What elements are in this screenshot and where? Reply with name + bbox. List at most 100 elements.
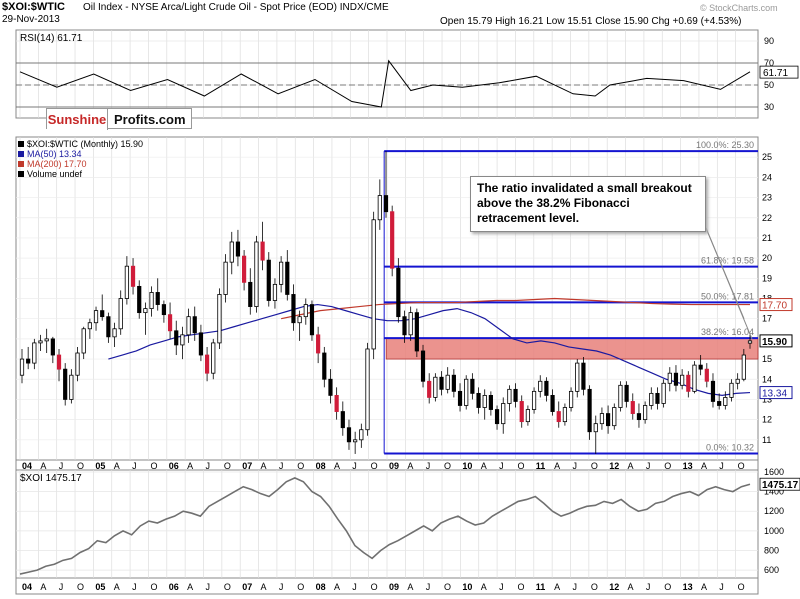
xoi-legend: $XOI 1475.17	[20, 473, 82, 484]
x-tick-label-bottom: A	[187, 582, 193, 592]
candle-body	[112, 328, 117, 338]
x-tick-label-bottom: 12	[609, 582, 619, 592]
candle-body	[316, 334, 321, 354]
candle-body	[63, 368, 68, 400]
candle-body	[130, 265, 136, 287]
rsi-legend: RSI(14) 61.71	[20, 33, 83, 44]
candle-body	[643, 405, 648, 421]
ohlc-readout: Open 15.79 High 16.21 Low 15.51 Close 15…	[440, 16, 741, 28]
candle-body	[346, 427, 352, 443]
x-tick-label-bottom: O	[297, 582, 304, 592]
x-tick-label-top: A	[407, 461, 413, 471]
price-legend-swatch	[18, 151, 24, 157]
candle-body	[272, 283, 278, 301]
rsi-last-box	[759, 65, 799, 79]
x-tick-label-bottom: A	[701, 582, 707, 592]
x-tick-label-bottom: J	[59, 582, 64, 592]
candle-body	[377, 195, 382, 221]
candle-body	[32, 342, 37, 364]
xoi-y-tick: 800	[764, 546, 779, 556]
x-tick-label-bottom: O	[77, 582, 84, 592]
candle-body	[204, 354, 210, 374]
candle-body	[44, 338, 49, 342]
ma200-line	[280, 297, 750, 320]
candle-body	[69, 374, 74, 400]
close-label: Close	[595, 16, 621, 27]
candle-body	[482, 394, 487, 408]
xoi-y-tick: 1000	[764, 526, 784, 536]
candle-body	[433, 376, 438, 398]
x-tick-label-top: A	[114, 461, 120, 471]
x-tick-label-top: A	[40, 461, 46, 471]
candle-body	[445, 374, 450, 390]
x-tick-label-bottom: O	[224, 582, 231, 592]
x-tick-label-top: O	[224, 461, 231, 471]
price-last-box	[759, 386, 793, 400]
x-tick-label-bottom: O	[444, 582, 451, 592]
candle-body	[655, 392, 660, 404]
candle-body	[291, 294, 296, 324]
x-tick-label-bottom: O	[738, 582, 745, 592]
candle-body	[56, 354, 62, 370]
candle-body	[581, 362, 586, 390]
candle-body	[266, 259, 271, 301]
x-tick-label-top: J	[206, 461, 211, 471]
x-tick-label-bottom: O	[517, 582, 524, 592]
candle-body	[19, 358, 25, 376]
candle-body	[260, 241, 265, 261]
fib-label: 100.0%: 25.30	[696, 140, 754, 150]
price-last-value: 15.90	[762, 337, 787, 348]
low-value: 15.51	[567, 16, 593, 27]
candle-body	[667, 372, 672, 384]
x-tick-label-top: A	[334, 461, 340, 471]
high-value: 16.21	[518, 16, 544, 27]
ma50-line	[108, 303, 751, 397]
candle-body	[106, 316, 111, 338]
candle-body	[155, 292, 160, 305]
x-tick-label-top: 10	[462, 461, 472, 471]
candle-body	[390, 211, 395, 269]
x-tick-label-top: A	[554, 461, 560, 471]
x-tick-label-bottom: O	[150, 582, 157, 592]
candle-body	[673, 372, 679, 386]
price-last-value: 17.70	[762, 301, 787, 312]
x-tick-label-bottom: 09	[389, 582, 399, 592]
candle-body	[525, 409, 530, 423]
candle-body	[562, 407, 568, 423]
candle-body	[630, 401, 635, 414]
candle-body	[223, 261, 228, 295]
candle-body	[124, 265, 129, 299]
price-legend-text: MA(50) 13.34	[27, 149, 82, 159]
candle-body	[309, 304, 315, 336]
x-tick-label-top: 04	[22, 461, 32, 471]
fib-label: 50.0%: 17.81	[701, 291, 754, 301]
x-tick-label-bottom: A	[628, 582, 634, 592]
candle-body	[606, 413, 611, 427]
candle-body	[544, 380, 549, 396]
x-tick-label-top: A	[481, 461, 487, 471]
x-tick-label-bottom: A	[40, 582, 46, 592]
price-y-tick: 14	[762, 374, 772, 384]
annotation-box: The ratio invalidated a small breakout a…	[470, 176, 706, 232]
x-tick-label-top: O	[517, 461, 524, 471]
xoi-last-value: 1475.17	[762, 480, 799, 491]
high-label: High	[495, 16, 516, 27]
x-tick-label-bottom: 13	[683, 582, 693, 592]
x-tick-label-bottom: A	[407, 582, 413, 592]
price-last-value: 13.34	[762, 389, 787, 400]
price-last-box	[759, 298, 793, 312]
x-tick-label-bottom: A	[334, 582, 340, 592]
watermark: © StockCharts.com	[700, 3, 778, 13]
candle-body	[303, 304, 308, 318]
candle-body	[328, 378, 333, 396]
candle-body	[568, 390, 574, 408]
x-tick-label-top: 09	[389, 461, 399, 471]
candle-body	[297, 316, 302, 324]
price-y-tick: 19	[762, 273, 772, 283]
x-tick-label-bottom: O	[664, 582, 671, 592]
x-tick-label-top: 13	[683, 461, 693, 471]
rsi-last-value: 61.71	[763, 68, 788, 79]
price-y-tick: 21	[762, 233, 772, 243]
x-tick-label-top: J	[499, 461, 504, 471]
x-tick-label-top: J	[573, 461, 578, 471]
